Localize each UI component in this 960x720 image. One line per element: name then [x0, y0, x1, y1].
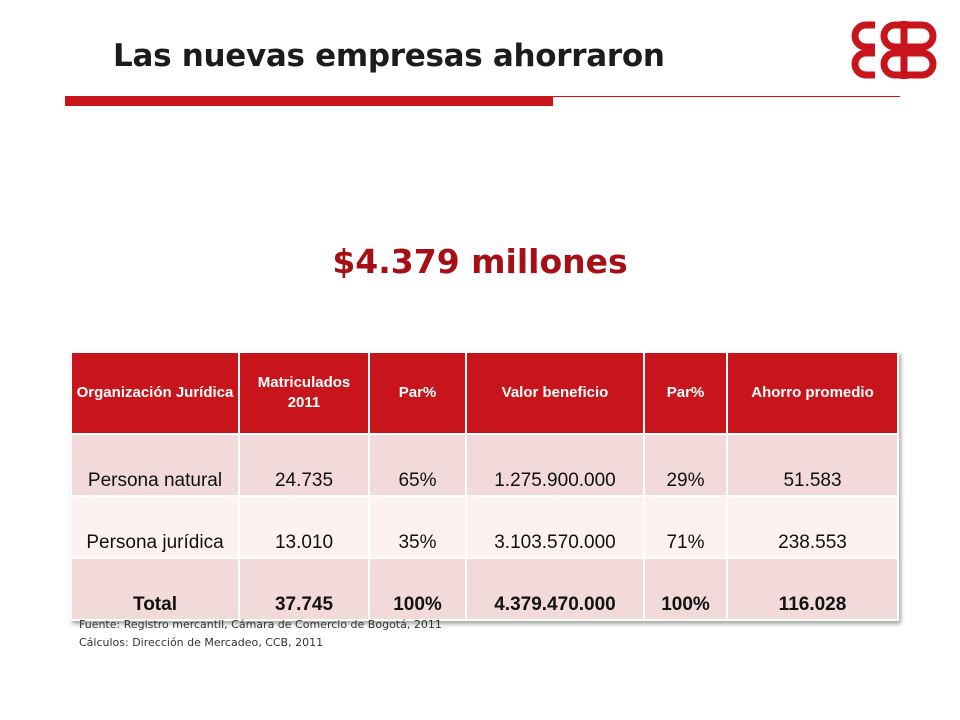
ccb-logo-icon: [851, 21, 937, 79]
header-valor-beneficio: Valor beneficio: [465, 351, 645, 435]
cell-valor-beneficio: 1.275.900.000: [465, 433, 645, 497]
header-organizacion: Organización Jurídica: [70, 351, 240, 435]
header-ahorro-promedio: Ahorro promedio: [726, 351, 899, 435]
page-title: Las nuevas empresas ahorraron: [113, 38, 665, 74]
footnote-source: Fuente: Registro mercantil, Cámara de Co…: [79, 618, 442, 631]
footnotes: Fuente: Registro mercantil, Cámara de Co…: [79, 616, 442, 652]
cell-total-matriculados: 37.745: [238, 557, 370, 621]
header-matriculados: Matriculados 2011: [238, 351, 370, 435]
cell-total-par: 100%: [368, 557, 467, 621]
cell-total-par: 100%: [643, 557, 728, 621]
header-par-matriculados: Par%: [368, 351, 467, 435]
cell-par: 65%: [368, 433, 467, 497]
table-total-row: Total 37.745 100% 4.379.470.000 100% 116…: [70, 557, 899, 621]
header-par-valor: Par%: [643, 351, 728, 435]
cell-valor-beneficio: 3.103.570.000: [465, 495, 645, 559]
cell-ahorro-promedio: 238.553: [726, 495, 899, 559]
savings-headline: $4.379 millones: [332, 242, 628, 281]
cell-total-valor-beneficio: 4.379.470.000: [465, 557, 645, 621]
footnote-calc: Cálculos: Dirección de Mercadeo, CCB, 20…: [79, 636, 324, 649]
cell-matriculados: 24.735: [238, 433, 370, 497]
cell-total-label: Total: [70, 557, 240, 621]
cell-organizacion: Persona jurídica: [70, 495, 240, 559]
cell-par: 29%: [643, 433, 728, 497]
title-underline-thick: [65, 96, 553, 106]
cell-organizacion: Persona natural: [70, 433, 240, 497]
cell-total-ahorro-promedio: 116.028: [726, 557, 899, 621]
cell-par: 71%: [643, 495, 728, 559]
table-row: Persona natural 24.735 65% 1.275.900.000…: [70, 433, 899, 497]
cell-matriculados: 13.010: [238, 495, 370, 559]
cell-par: 35%: [368, 495, 467, 559]
table-header-row: Organización Jurídica Matriculados 2011 …: [70, 351, 899, 435]
title-underline-thin: [553, 96, 900, 97]
savings-table: Organización Jurídica Matriculados 2011 …: [70, 351, 899, 621]
table-row: Persona jurídica 13.010 35% 3.103.570.00…: [70, 495, 899, 559]
cell-ahorro-promedio: 51.583: [726, 433, 899, 497]
